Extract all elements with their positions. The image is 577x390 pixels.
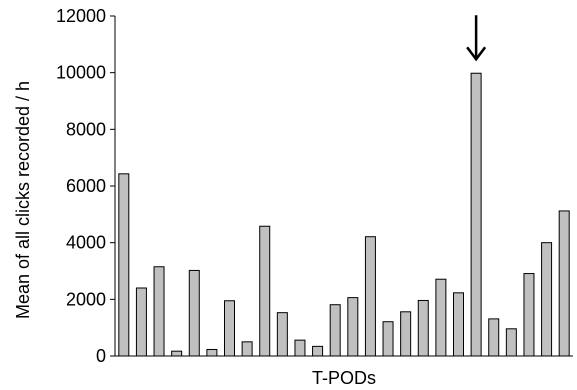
bar — [558, 210, 570, 357]
x-axis-title: T-PODs — [312, 368, 376, 388]
bar — [488, 318, 500, 357]
bar — [276, 312, 288, 357]
y-axis-title: Mean of all clicks recorded / h — [13, 81, 33, 319]
y-tick-label: 10000 — [56, 63, 106, 83]
bar — [259, 225, 271, 357]
bar — [329, 304, 341, 357]
bar — [312, 345, 324, 357]
bar — [171, 350, 183, 357]
bar — [118, 173, 130, 357]
bar — [453, 292, 464, 357]
bars — [118, 72, 570, 357]
bar — [347, 297, 359, 357]
bar — [523, 273, 535, 357]
bar — [382, 321, 394, 357]
down-arrow-icon — [466, 15, 487, 62]
y-tick-label: 6000 — [66, 176, 106, 196]
bar — [470, 72, 482, 357]
bar — [417, 299, 429, 357]
bar — [188, 269, 200, 357]
bar — [541, 242, 553, 357]
y-tick-label: 8000 — [66, 119, 106, 139]
bar — [241, 341, 253, 357]
y-tick-label: 4000 — [66, 233, 106, 253]
bar — [400, 311, 412, 357]
bar — [153, 266, 165, 357]
arrow-head — [466, 46, 487, 62]
y-tick-label: 12000 — [56, 6, 106, 26]
bar — [435, 278, 447, 357]
y-tick-label: 2000 — [66, 289, 106, 309]
bar — [224, 300, 235, 357]
bar — [505, 328, 517, 357]
y-tick-label: 0 — [96, 346, 106, 366]
bar — [294, 339, 306, 357]
bar — [206, 348, 218, 357]
bar — [364, 236, 376, 357]
y-axis-ticks: 0 2000 4000 6000 8000 10000 12000 — [56, 6, 115, 366]
bar — [135, 287, 147, 357]
